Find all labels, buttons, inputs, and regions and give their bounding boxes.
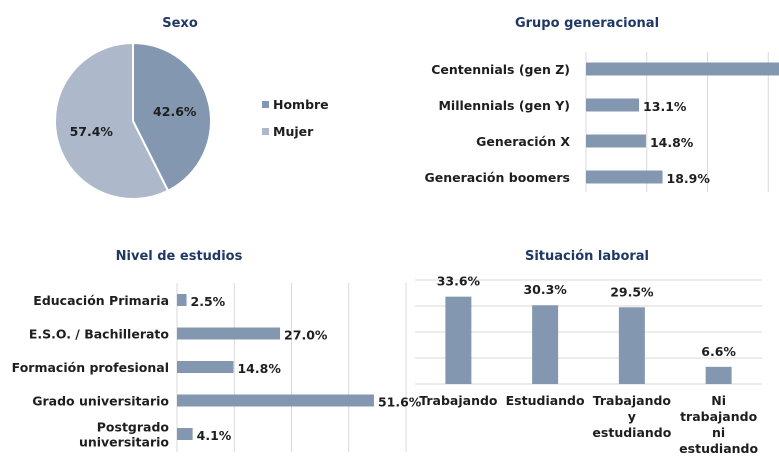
category-label: Generación X — [476, 134, 570, 149]
category-label: Centennials (gen Z) — [431, 62, 570, 77]
pie-value-label: 57.4% — [70, 124, 114, 139]
chart-title: Grupo generacional — [515, 16, 659, 31]
pie-slice-hombre — [132, 41, 212, 193]
bar — [177, 361, 234, 373]
bar-value-label: 33.6% — [437, 274, 481, 289]
bar — [618, 307, 645, 384]
category-label: y — [628, 409, 636, 424]
bar — [532, 305, 559, 384]
bar — [445, 296, 472, 384]
legend-swatch — [262, 101, 269, 108]
education-chart: Nivel de estudios Educación Primaria 2.5% E… — [12, 249, 422, 452]
pie-value-label: 42.6% — [153, 104, 197, 119]
pie-slice-mujer — [54, 41, 170, 200]
bar-value-label: 14.8% — [650, 135, 694, 150]
category-label: Trabajando — [593, 393, 672, 408]
category-label: ni — [712, 425, 725, 440]
category-label: Grado universitario — [32, 394, 169, 409]
bar — [177, 294, 187, 306]
category-label: Millennials (gen Y) — [438, 98, 570, 113]
bar — [177, 394, 374, 407]
bar — [586, 170, 663, 184]
bar — [177, 428, 193, 440]
bar-value-label: 2.5% — [191, 294, 226, 309]
bar-value-label: 13.1% — [643, 99, 687, 114]
category-label: trabajando — [680, 409, 758, 424]
category-label: estudiando — [679, 441, 758, 456]
bar — [705, 366, 732, 384]
bar-value-label: 51.6% — [378, 395, 422, 410]
bar-value-label: 27.0% — [284, 328, 328, 343]
category-label: Ni — [711, 393, 726, 408]
bar-value-label: 29.5% — [610, 284, 654, 299]
category-label: E.S.O. / Bachillerato — [29, 327, 170, 342]
category-label: Formación profesional — [12, 360, 169, 375]
bar-value-label: 18.9% — [667, 171, 711, 186]
chart-title: Sexo — [162, 16, 198, 31]
legend-label: Mujer — [273, 124, 314, 139]
bar-value-label: 30.3% — [523, 282, 567, 297]
bar-value-label: 6.6% — [701, 344, 736, 359]
bar — [586, 62, 779, 76]
bar-value-label: 4.1% — [197, 428, 232, 443]
category-label: Postgrado — [97, 420, 170, 435]
bar — [586, 98, 640, 112]
category-label: Trabajando — [419, 393, 498, 408]
chart-title: Nivel de estudios — [116, 249, 243, 264]
legend-swatch — [262, 128, 269, 135]
category-label: Educación Primaria — [33, 293, 169, 308]
category-label: Generación boomers — [425, 170, 570, 185]
category-label: estudiando — [592, 425, 671, 440]
bar — [586, 134, 646, 148]
bar — [177, 327, 281, 340]
bar-value-label: 14.8% — [237, 361, 281, 376]
employment-chart: Situación laboral 33.6% Trabajando 30.3% Est… — [415, 249, 762, 456]
category-label: Estudiando — [506, 393, 585, 408]
legend-label: Hombre — [273, 97, 329, 112]
sexo-chart: Sexo 42.6% 57.4% Hombre Mujer — [54, 16, 329, 200]
chart-title: Situación laboral — [525, 249, 649, 264]
category-label: universitario — [79, 435, 169, 450]
